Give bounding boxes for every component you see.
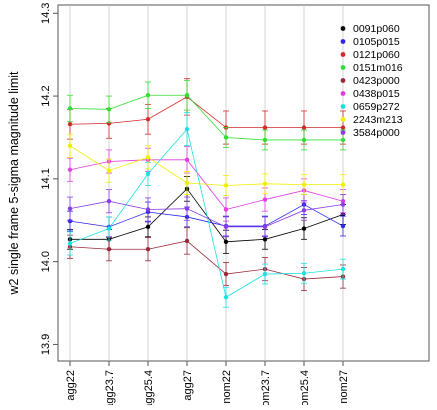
legend-label: 0659p272	[353, 101, 400, 113]
data-point	[301, 125, 307, 130]
data-point	[67, 106, 73, 111]
data-point	[223, 135, 229, 140]
series-line	[69, 200, 344, 228]
data-point	[67, 167, 73, 172]
data-point	[145, 93, 151, 98]
series-line	[69, 94, 343, 141]
series-line	[69, 128, 344, 298]
data-point	[301, 271, 307, 276]
y-tick-label: 14.1	[40, 168, 52, 189]
x-tick-label: nom25.4	[299, 370, 311, 405]
data-point	[340, 202, 346, 207]
data-point	[145, 155, 151, 160]
data-point	[223, 224, 229, 230]
legend-label: 0121p060	[353, 49, 400, 61]
legend-marker	[340, 65, 346, 70]
series-line	[69, 240, 344, 280]
data-point	[340, 223, 346, 229]
data-point	[340, 266, 346, 272]
data-point	[340, 137, 346, 143]
legend-label: 2243m213	[353, 114, 403, 126]
data-point	[223, 271, 229, 277]
data-point	[67, 241, 73, 246]
data-point	[106, 107, 112, 112]
data-point	[106, 199, 112, 204]
data-point	[262, 237, 268, 242]
data-point	[106, 247, 112, 252]
data-point	[106, 226, 112, 231]
data-point	[184, 93, 190, 98]
series-line	[69, 145, 343, 186]
legend-marker	[340, 130, 346, 135]
legend-label: 0151m016	[353, 62, 403, 74]
x-tick-label: agg23.7	[104, 370, 116, 405]
data-point	[262, 137, 268, 143]
data-point	[67, 206, 73, 211]
x-tick-label: agg27	[182, 370, 194, 401]
legend-marker	[340, 78, 346, 83]
data-point	[184, 238, 190, 244]
data-point	[67, 122, 73, 127]
data-point	[262, 125, 268, 130]
data-point	[184, 180, 190, 186]
series-line	[69, 159, 344, 210]
legend-marker	[340, 104, 346, 109]
data-point	[262, 271, 268, 277]
x-tick-label: nom23.7	[260, 370, 272, 405]
series-line	[70, 188, 344, 243]
data-point	[301, 137, 307, 143]
legend-marker	[340, 117, 346, 122]
data-point	[223, 295, 229, 300]
data-point	[67, 143, 73, 148]
y-tick-label: 14.2	[40, 85, 52, 106]
x-tick-label: nom22	[221, 370, 233, 404]
data-point	[301, 226, 307, 231]
x-tick-label: agg22	[65, 370, 77, 401]
y-tick-label: 14.0	[40, 251, 52, 272]
data-point	[184, 126, 190, 132]
y-axis: 13.9 14.0 14.1 14.2 14.3	[40, 3, 58, 355]
data-point	[145, 224, 151, 230]
data-point	[145, 117, 151, 122]
legend-label: 3584p000	[353, 127, 400, 139]
data-point	[223, 239, 229, 244]
legend-label: 0438p015	[353, 88, 400, 100]
data-point	[262, 181, 268, 187]
data-point	[145, 247, 151, 252]
legend-marker	[340, 52, 346, 57]
y-axis-label: w2 single frame 5-sigma magnitude limit	[7, 71, 21, 296]
data-point	[340, 125, 346, 130]
legend-label: 0105p015	[353, 36, 400, 48]
x-axis: agg22 agg23.7 agg25.4 agg27 nom22 nom23.7 nom2…	[65, 361, 350, 410]
legend-marker	[340, 39, 346, 44]
series-line	[69, 96, 343, 128]
x-tick-label: nom27	[338, 370, 350, 404]
data-point	[223, 183, 229, 188]
data-point	[184, 157, 190, 163]
legend-label: 0423p000	[353, 75, 400, 87]
y-tick-label: 13.9	[40, 334, 52, 355]
data-point	[262, 197, 268, 202]
data-point	[262, 224, 268, 230]
legend-label: 0091p060	[353, 23, 400, 35]
y-tick-label: 14.3	[40, 3, 52, 24]
legend: 0091p0600105p0150121p0600151m0160423p000…	[340, 23, 403, 139]
data-point	[301, 182, 307, 187]
x-tick-label: agg25.4	[143, 370, 155, 405]
data-point	[223, 207, 229, 212]
legend-marker	[340, 26, 346, 31]
series-line	[69, 204, 344, 228]
data-point	[301, 208, 307, 213]
data-point	[145, 207, 151, 212]
data-point	[184, 206, 190, 211]
data-point	[145, 171, 151, 177]
data-point	[106, 168, 112, 173]
legend-marker	[340, 91, 346, 96]
data-point	[340, 182, 346, 187]
series-group	[67, 78, 346, 308]
plot-frame	[57, 4, 430, 362]
